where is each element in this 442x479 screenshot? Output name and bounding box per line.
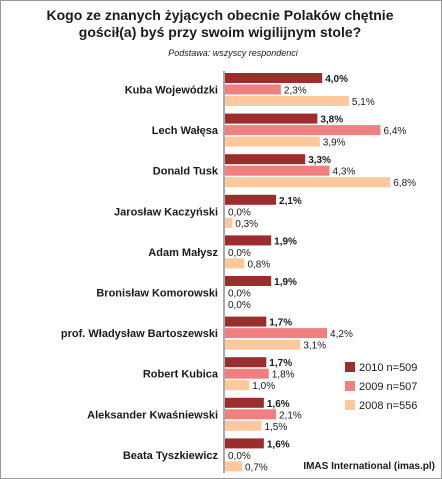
legend-swatch xyxy=(345,362,355,372)
data-label: 0,0% xyxy=(228,289,251,300)
bar xyxy=(225,328,328,339)
chart-title-line: Kogo ze znanych żyjących obecnie Polaków… xyxy=(47,7,394,23)
data-label: 6,4% xyxy=(384,126,407,137)
data-label: 0,3% xyxy=(235,219,258,230)
category-label: Jarosław Kaczyński xyxy=(114,206,218,218)
category-label: Adam Małysz xyxy=(148,247,218,259)
bar xyxy=(225,84,281,95)
data-label: 5,1% xyxy=(352,97,375,108)
bar xyxy=(225,258,245,269)
bar xyxy=(225,397,264,408)
data-label: 0,0% xyxy=(228,207,251,218)
data-label: 0,0% xyxy=(228,451,251,462)
chart-row: prof. Władysław Bartoszewski 1,7% 4,2% 3,1% xyxy=(61,316,353,352)
category-label: Donald Tusk xyxy=(153,166,219,178)
bar xyxy=(225,194,277,205)
chart-row: Aleksander Kwaśniewski 1,6%2,1%1,5% xyxy=(87,397,302,433)
data-label: 4,0% xyxy=(325,74,348,85)
data-label: 1,7% xyxy=(269,358,292,369)
bar xyxy=(225,461,243,472)
bar xyxy=(225,136,320,147)
bar xyxy=(225,96,349,106)
bar xyxy=(225,73,323,83)
bar xyxy=(225,113,318,124)
data-label: 0,8% xyxy=(247,259,270,270)
chart-title: Kogo ze znanych żyjących obecnie Polaków… xyxy=(47,7,394,40)
legend-swatch xyxy=(345,400,355,410)
chart-row: Kuba Wojewódzki 4,0% 2,3% 5,1% xyxy=(125,73,375,108)
chart-row: Bronisław Komorowski 1,9% 0,0%0,0% xyxy=(96,276,297,311)
data-label: 4,3% xyxy=(332,167,355,178)
data-label: 1,8% xyxy=(272,370,295,381)
category-label: Kuba Wojewódzki xyxy=(125,85,218,97)
data-label: 1,5% xyxy=(264,422,287,433)
bar xyxy=(225,217,233,228)
chart-subtitle: Podstawa: wszyscy respondenci xyxy=(168,48,299,58)
data-label: 0,0% xyxy=(228,300,251,311)
chart-rows: Kuba Wojewódzki 4,0% 2,3% 5,1% Lech Wałęsa 3,… xyxy=(61,73,416,473)
category-label: Aleksander Kwaśniewski xyxy=(87,409,218,421)
data-label: 3,3% xyxy=(308,155,331,166)
category-label: Lech Wałęsa xyxy=(152,125,219,137)
data-label: 2,3% xyxy=(284,86,307,97)
data-label: 4,2% xyxy=(330,329,353,340)
chart-row: Adam Małysz 1,9% 0,0%0,8% xyxy=(148,235,297,270)
bar xyxy=(225,368,269,379)
bar xyxy=(225,380,250,391)
bar xyxy=(225,125,381,136)
data-label: 3,8% xyxy=(320,115,343,126)
bar xyxy=(225,177,391,188)
legend-label: 2009 n=507 xyxy=(359,381,417,393)
bar xyxy=(225,357,267,368)
category-label: prof. Władysław Bartoszewski xyxy=(61,328,218,340)
category-label: Bronisław Komorowski xyxy=(96,288,218,300)
bar xyxy=(225,276,272,286)
data-label: 1,9% xyxy=(274,236,297,247)
data-label: 3,1% xyxy=(303,341,326,352)
category-label: Robert Kubica xyxy=(143,369,219,381)
data-label: 0,0% xyxy=(228,248,251,259)
bar xyxy=(225,316,267,327)
data-label: 1,6% xyxy=(267,399,290,410)
bar xyxy=(225,165,330,176)
chart-row: Jarosław Kaczyński 2,1% 0,0%0,3% xyxy=(114,194,302,230)
data-label: 1,9% xyxy=(274,277,297,288)
bar xyxy=(225,409,277,420)
legend-label: 2008 n=556 xyxy=(359,400,417,412)
data-label: 6,8% xyxy=(393,178,416,189)
data-label: 1,6% xyxy=(267,439,290,450)
chart-row: Lech Wałęsa 3,8% 6,4% 3,9% xyxy=(152,113,407,149)
source-label: IMAS International (imas.pl) xyxy=(303,461,435,472)
data-label: 2,1% xyxy=(279,410,302,421)
bar xyxy=(225,420,262,431)
chart-row: Robert Kubica 1,7%1,8%1,0% xyxy=(143,357,295,392)
bar xyxy=(225,235,272,246)
data-label: 3,9% xyxy=(323,138,346,149)
data-label: 1,0% xyxy=(252,381,275,392)
data-label: 0,7% xyxy=(245,462,268,473)
chart-row: Donald Tusk 3,3%4,3% 6,8% xyxy=(153,154,416,189)
category-label: Beata Tyszkiewicz xyxy=(123,450,219,462)
bar xyxy=(225,154,306,165)
chart-row: Beata Tyszkiewicz 1,6% 0,0%0,7% xyxy=(123,438,290,473)
legend-label: 2010 n=509 xyxy=(359,362,417,374)
chart-title-line: gościł(a) byś przy swoim wigilijnym stol… xyxy=(79,24,361,40)
legend-swatch xyxy=(345,381,355,391)
bar xyxy=(225,438,264,449)
bar xyxy=(225,339,301,350)
data-label: 1,7% xyxy=(269,318,292,329)
chart-legend: 2010 n=509 2009 n=507 2008 n=556 xyxy=(345,362,417,412)
data-label: 2,1% xyxy=(279,196,302,207)
